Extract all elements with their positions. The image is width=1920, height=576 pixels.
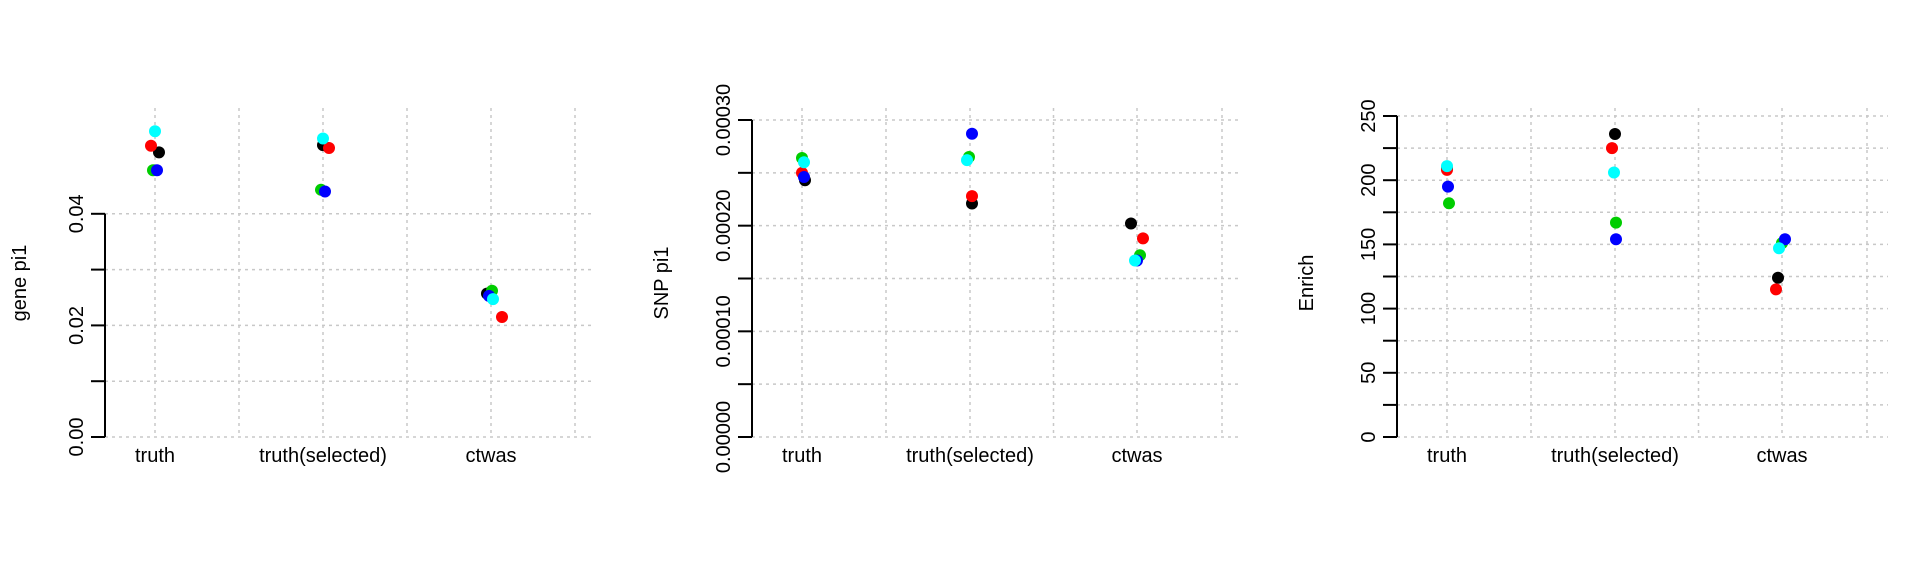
- y-tick-label: 0.00000: [713, 401, 735, 473]
- y-tick-label: 150: [1358, 228, 1380, 261]
- y-axis-label: Enrich: [1296, 255, 1318, 312]
- data-point: [319, 185, 331, 198]
- y-axis-label: SNP pi1: [651, 246, 673, 319]
- data-point: [1609, 127, 1621, 140]
- y-tick-label: 200: [1358, 164, 1380, 197]
- gene-pi1-panel: 0.00 0.02 0.04 gene pi1 truth truth(selected)…: [9, 108, 595, 467]
- data-point: [798, 171, 810, 184]
- data-point: [1610, 216, 1622, 229]
- snp-pi1-panel: 0.00000 0.00010 0.00020 0.00030 SNP pi1 truth…: [651, 84, 1240, 473]
- x-tick-label: ctwas: [465, 445, 516, 467]
- x-tick-label: truth: [135, 445, 175, 467]
- y-tick-label: 0.00020: [713, 190, 735, 262]
- data-point: [1137, 232, 1149, 245]
- x-tick-label: ctwas: [1111, 445, 1162, 467]
- data-point: [1441, 160, 1453, 173]
- data-point: [1772, 271, 1784, 284]
- y-tick-label: 0.00010: [713, 295, 735, 367]
- x-tick-label: ctwas: [1756, 445, 1807, 467]
- data-point: [496, 311, 508, 324]
- x-tick-label: truth(selected): [259, 445, 387, 467]
- data-point: [961, 154, 973, 167]
- data-point: [1779, 233, 1791, 246]
- data-point: [966, 190, 978, 203]
- data-point: [1129, 254, 1141, 267]
- y-tick-label: 0.00030: [713, 84, 735, 156]
- data-point: [1606, 142, 1618, 155]
- data-point: [149, 125, 161, 138]
- data-point: [1442, 180, 1454, 193]
- y-tick-label: 100: [1358, 292, 1380, 325]
- data-point: [153, 146, 165, 159]
- data-point: [151, 164, 163, 177]
- x-tick-label: truth(selected): [906, 445, 1034, 467]
- data-point: [1443, 197, 1455, 210]
- x-tick-label: truth: [782, 445, 822, 467]
- x-tick-label: truth: [1427, 445, 1467, 467]
- data-point: [1773, 242, 1785, 255]
- y-tick-label: 0.02: [66, 306, 88, 345]
- data-point: [1608, 166, 1620, 179]
- data-point: [1770, 283, 1782, 296]
- enrich-panel: 0 50 100 150 200 250 Enrich truth truth(selected…: [1296, 99, 1888, 467]
- data-point: [1125, 217, 1137, 230]
- data-point: [323, 141, 335, 154]
- y-tick-label: 0.00: [66, 418, 88, 457]
- data-point: [145, 139, 157, 152]
- y-tick-label: 0.04: [66, 194, 88, 233]
- y-axis-label: gene pi1: [9, 245, 31, 322]
- data-point: [798, 156, 810, 169]
- data-point: [1610, 233, 1622, 246]
- x-tick-label: truth(selected): [1551, 445, 1679, 467]
- data-point: [487, 293, 499, 306]
- y-tick-label: 250: [1358, 99, 1380, 132]
- data-point: [966, 127, 978, 140]
- y-tick-label: 0: [1358, 431, 1380, 442]
- y-tick-label: 50: [1358, 362, 1380, 384]
- data-point: [317, 132, 329, 145]
